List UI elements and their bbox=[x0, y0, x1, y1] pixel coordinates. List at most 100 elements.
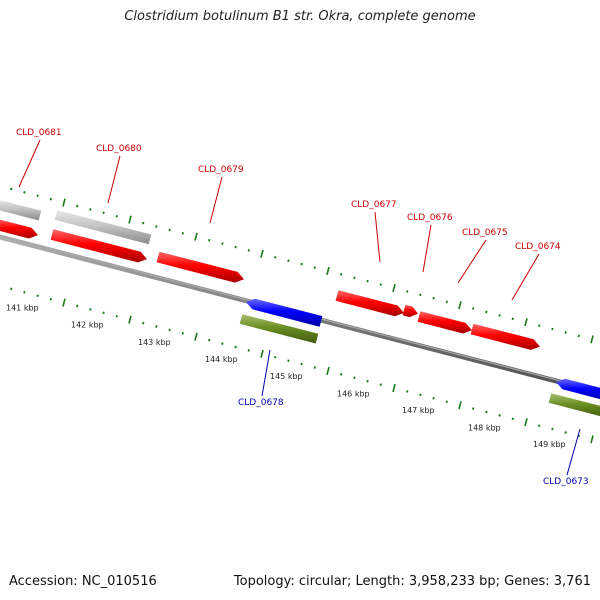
scale-label: 143 kbp bbox=[138, 338, 171, 347]
minor-tick bbox=[485, 310, 488, 314]
minor-tick bbox=[485, 410, 488, 414]
minor-tick bbox=[445, 400, 448, 404]
minor-tick bbox=[115, 214, 118, 218]
minor-tick bbox=[181, 232, 184, 235]
minor-tick bbox=[353, 376, 356, 380]
major-tick bbox=[260, 349, 264, 358]
rna-band bbox=[548, 393, 600, 417]
gene-arrow-cld-0680 bbox=[50, 229, 147, 263]
rna-band bbox=[239, 314, 319, 344]
tick-layer bbox=[10, 187, 594, 444]
minor-tick bbox=[472, 307, 475, 310]
minor-tick bbox=[366, 379, 369, 383]
minor-tick bbox=[89, 308, 92, 311]
minor-tick bbox=[313, 266, 316, 269]
minor-tick bbox=[115, 314, 118, 318]
minor-tick bbox=[419, 393, 422, 397]
minor-tick bbox=[10, 187, 13, 191]
minor-tick bbox=[49, 197, 52, 201]
minor-tick bbox=[340, 373, 343, 376]
minor-tick bbox=[432, 296, 435, 300]
minor-tick bbox=[564, 431, 567, 434]
leader-line bbox=[422, 224, 432, 273]
gene-arrow-cld-0681 bbox=[0, 219, 38, 239]
minor-tick bbox=[564, 331, 567, 334]
minor-tick bbox=[287, 359, 290, 363]
major-tick bbox=[458, 301, 462, 310]
label-layer: 141 kbp 142 kbp 143 kbp 144 kbp 145 kbp 146 k… bbox=[6, 128, 589, 487]
leader-line bbox=[566, 428, 581, 476]
minor-tick bbox=[221, 342, 224, 345]
gene-arrow-cld-0673 bbox=[556, 378, 600, 400]
minor-tick bbox=[551, 427, 554, 431]
minor-tick bbox=[142, 221, 145, 225]
minor-tick bbox=[551, 327, 554, 331]
scale-label: 142 kbp bbox=[71, 321, 104, 330]
minor-tick bbox=[538, 424, 541, 427]
major-tick bbox=[524, 418, 528, 427]
minor-tick bbox=[577, 434, 580, 438]
leader-line bbox=[209, 176, 223, 224]
minor-tick bbox=[287, 259, 290, 263]
major-tick bbox=[62, 298, 66, 307]
scale-label: 149 kbp bbox=[533, 440, 566, 449]
major-tick bbox=[326, 366, 330, 376]
gene-label: CLD_0679 bbox=[198, 165, 244, 175]
minor-tick bbox=[89, 208, 92, 211]
minor-tick bbox=[168, 328, 171, 332]
minor-tick bbox=[155, 225, 158, 228]
feature-layer bbox=[0, 200, 600, 417]
gene-label: CLD_0677 bbox=[351, 200, 397, 210]
minor-tick bbox=[49, 297, 52, 301]
minor-tick bbox=[313, 366, 316, 369]
gene-label: CLD_0675 bbox=[462, 228, 508, 238]
accession-text: Accession: NC_010516 bbox=[9, 574, 157, 589]
major-tick bbox=[392, 383, 396, 393]
gene-arrow-cld-0676 bbox=[402, 304, 418, 318]
minor-tick bbox=[366, 279, 369, 283]
minor-tick bbox=[208, 338, 211, 342]
major-tick bbox=[590, 435, 594, 444]
minor-tick bbox=[76, 204, 79, 208]
minor-tick bbox=[406, 290, 409, 293]
minor-tick bbox=[36, 194, 39, 198]
gene-label: CLD_0680 bbox=[96, 144, 142, 154]
major-tick bbox=[128, 215, 132, 224]
minor-tick bbox=[274, 255, 277, 259]
minor-tick bbox=[155, 325, 158, 328]
minor-tick bbox=[353, 276, 356, 280]
gene-label: CLD_0674 bbox=[515, 242, 561, 252]
major-tick bbox=[458, 401, 462, 410]
scale-label: 148 kbp bbox=[468, 423, 501, 432]
minor-tick bbox=[511, 417, 514, 421]
minor-tick bbox=[538, 324, 541, 327]
major-tick bbox=[194, 332, 198, 341]
minor-tick bbox=[445, 300, 448, 304]
minor-tick bbox=[168, 228, 171, 232]
minor-tick bbox=[406, 390, 409, 393]
major-tick bbox=[326, 266, 330, 276]
major-tick bbox=[392, 283, 396, 293]
gene-label: CLD_0673 bbox=[543, 477, 589, 487]
leader-line bbox=[457, 239, 487, 284]
topology-text: Topology: circular; Length: 3,958,233 bp… bbox=[233, 574, 591, 589]
major-tick bbox=[128, 315, 132, 324]
scale-label: 141 kbp bbox=[6, 304, 39, 313]
minor-tick bbox=[181, 332, 184, 335]
grey-feature bbox=[54, 210, 152, 245]
scale-label: 144 kbp bbox=[205, 355, 238, 364]
minor-tick bbox=[247, 349, 250, 352]
gene-arrow-cld-0678 bbox=[246, 298, 323, 327]
scale-label: 145 kbp bbox=[270, 372, 303, 381]
major-tick bbox=[260, 249, 264, 258]
major-tick bbox=[524, 318, 528, 327]
leader-line bbox=[511, 253, 540, 301]
minor-tick bbox=[23, 291, 26, 294]
scale-label: 147 kbp bbox=[402, 406, 435, 415]
gene-arrow-cld-0677 bbox=[335, 290, 404, 317]
minor-tick bbox=[10, 287, 13, 291]
minor-tick bbox=[300, 262, 303, 266]
gene-label: CLD_0676 bbox=[407, 213, 453, 223]
minor-tick bbox=[379, 283, 382, 286]
minor-tick bbox=[142, 321, 145, 325]
